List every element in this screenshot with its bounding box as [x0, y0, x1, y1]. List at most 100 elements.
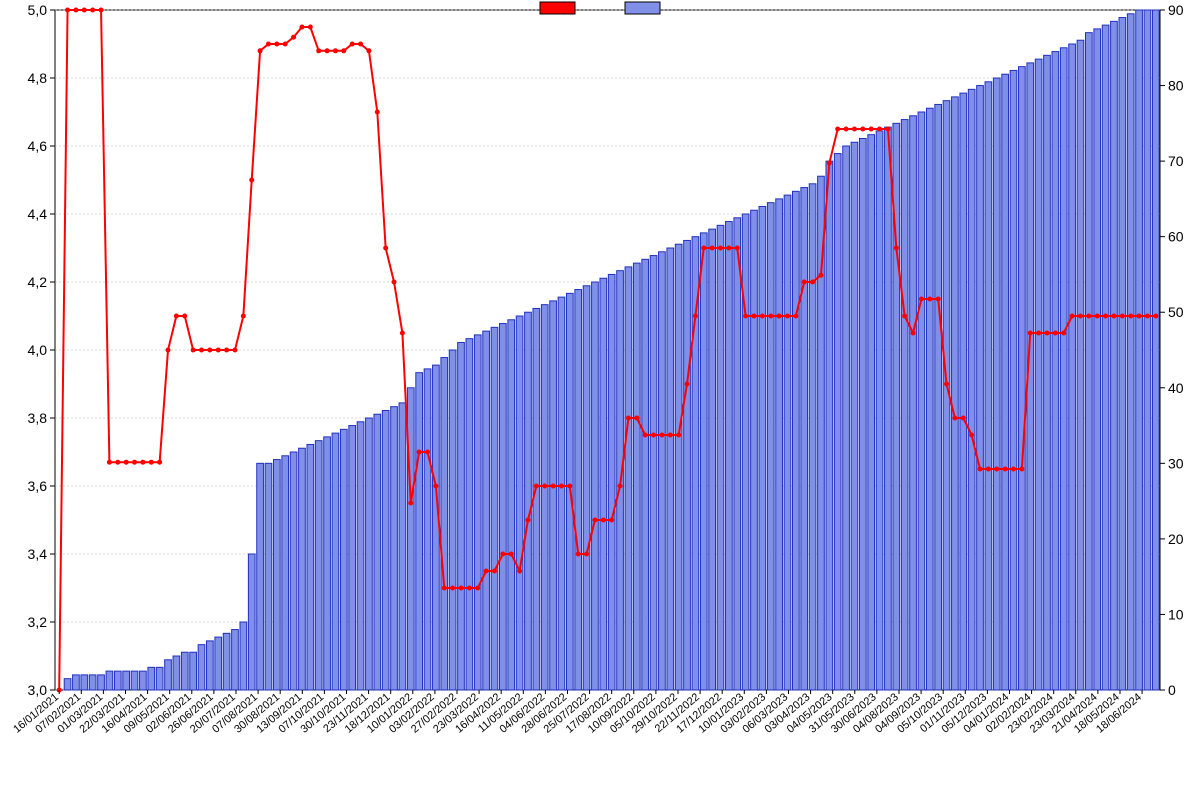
line-marker [383, 246, 388, 251]
bar [332, 433, 339, 690]
bar [793, 191, 800, 690]
line-marker [241, 314, 246, 319]
line-marker [936, 297, 941, 302]
line-marker [685, 382, 690, 387]
bar [89, 675, 96, 690]
combo-chart: 3,03,23,43,63,84,04,24,44,64,85,00102030… [0, 0, 1200, 800]
y-left-tick-label: 3,4 [28, 546, 48, 562]
bar [407, 388, 414, 690]
bar [508, 320, 515, 690]
line-marker [818, 273, 823, 278]
line-marker [810, 280, 815, 285]
bar [299, 448, 306, 690]
y-left-tick-label: 3,6 [28, 478, 48, 494]
line-marker [224, 348, 229, 353]
line-marker [676, 433, 681, 438]
y-right-tick-label: 10 [1168, 606, 1184, 622]
line-marker [978, 467, 983, 472]
line-marker [433, 484, 438, 489]
line-marker [835, 127, 840, 132]
bar [1094, 29, 1101, 690]
line-marker [768, 314, 773, 319]
line-marker [693, 314, 698, 319]
bar [550, 301, 557, 690]
line-marker [149, 460, 154, 465]
line-marker [341, 48, 346, 53]
line-marker [894, 246, 899, 251]
bar [181, 652, 188, 690]
bar [340, 429, 347, 690]
bar [248, 554, 255, 690]
y-left-tick-label: 4,4 [28, 206, 48, 222]
line-marker [500, 552, 505, 557]
bar [273, 460, 280, 690]
bar [1035, 59, 1042, 690]
line-marker [1137, 314, 1142, 319]
bar [1144, 10, 1151, 690]
line-marker [986, 467, 991, 472]
line-marker [793, 314, 798, 319]
bar [1069, 44, 1076, 690]
line-marker [827, 161, 832, 166]
bar [885, 127, 892, 690]
bar [767, 203, 774, 690]
line-marker [869, 127, 874, 132]
line-marker [1036, 331, 1041, 336]
line-marker [567, 484, 572, 489]
line-marker [333, 48, 338, 53]
bar [541, 305, 548, 690]
line-marker [659, 433, 664, 438]
line-marker [1120, 314, 1125, 319]
bar [349, 426, 356, 690]
line-marker [249, 178, 254, 183]
bar [826, 161, 833, 690]
bar [726, 222, 733, 690]
bar [215, 637, 222, 690]
line-marker [576, 552, 581, 557]
bar [801, 188, 808, 690]
line-marker [73, 8, 78, 13]
bar [500, 324, 507, 690]
legend-bar-swatch [625, 2, 660, 14]
line-marker [885, 127, 890, 132]
bar [315, 441, 322, 690]
line-marker [484, 569, 489, 574]
line-marker [316, 48, 321, 53]
bar [1060, 48, 1067, 690]
bar [968, 89, 975, 690]
line-marker [450, 586, 455, 591]
line-marker [626, 416, 631, 421]
line-marker [634, 416, 639, 421]
line-marker [467, 586, 472, 591]
bar [290, 452, 297, 690]
line-marker [877, 127, 882, 132]
bar [843, 146, 850, 690]
bar [374, 414, 381, 690]
line-marker [299, 25, 304, 30]
line-marker [651, 433, 656, 438]
bar [876, 131, 883, 690]
bar [709, 229, 716, 690]
line-marker [258, 48, 263, 53]
bar [575, 290, 582, 690]
line-marker [216, 348, 221, 353]
bar [73, 675, 80, 690]
bar [474, 335, 481, 690]
line-marker [90, 8, 95, 13]
bar [433, 365, 440, 690]
line-marker [1095, 314, 1100, 319]
line-marker [852, 127, 857, 132]
bar [449, 350, 456, 690]
bar [659, 252, 666, 690]
bar [466, 339, 473, 690]
y-right-tick-label: 70 [1168, 153, 1184, 169]
line-marker [408, 501, 413, 506]
bar [114, 671, 121, 690]
bar [868, 135, 875, 690]
bar [257, 463, 264, 690]
bar [558, 297, 565, 690]
y-left-tick-label: 4,0 [28, 342, 48, 358]
line-marker [115, 460, 120, 465]
line-marker [232, 348, 237, 353]
line-marker [1061, 331, 1066, 336]
